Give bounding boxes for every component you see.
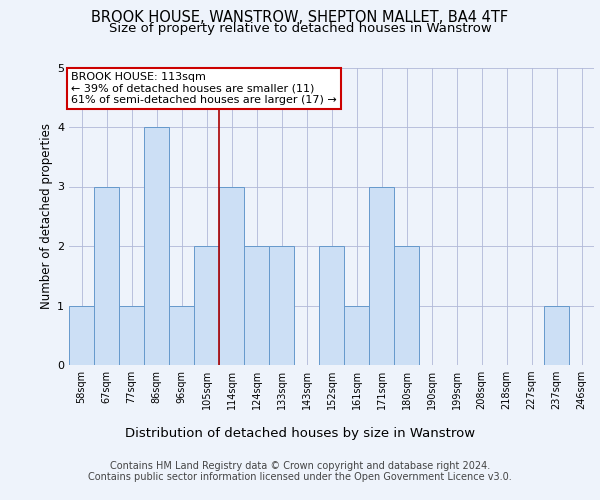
Bar [119,306,144,365]
Text: Size of property relative to detached houses in Wanstrow: Size of property relative to detached ho… [109,22,491,35]
Bar [169,306,194,365]
Bar [394,246,419,365]
Bar [144,127,169,365]
Bar [69,306,94,365]
Bar [244,246,269,365]
Bar [269,246,294,365]
Bar [194,246,219,365]
Bar [544,306,569,365]
Bar [344,306,369,365]
Text: Contains public sector information licensed under the Open Government Licence v3: Contains public sector information licen… [88,472,512,482]
Bar [94,186,119,365]
Text: Contains HM Land Registry data © Crown copyright and database right 2024.: Contains HM Land Registry data © Crown c… [110,461,490,471]
Text: BROOK HOUSE: 113sqm
← 39% of detached houses are smaller (11)
61% of semi-detach: BROOK HOUSE: 113sqm ← 39% of detached ho… [71,72,337,106]
Text: BROOK HOUSE, WANSTROW, SHEPTON MALLET, BA4 4TF: BROOK HOUSE, WANSTROW, SHEPTON MALLET, B… [91,10,509,25]
Bar [319,246,344,365]
Bar [219,186,244,365]
Bar [369,186,394,365]
Text: Distribution of detached houses by size in Wanstrow: Distribution of detached houses by size … [125,428,475,440]
Y-axis label: Number of detached properties: Number of detached properties [40,123,53,309]
